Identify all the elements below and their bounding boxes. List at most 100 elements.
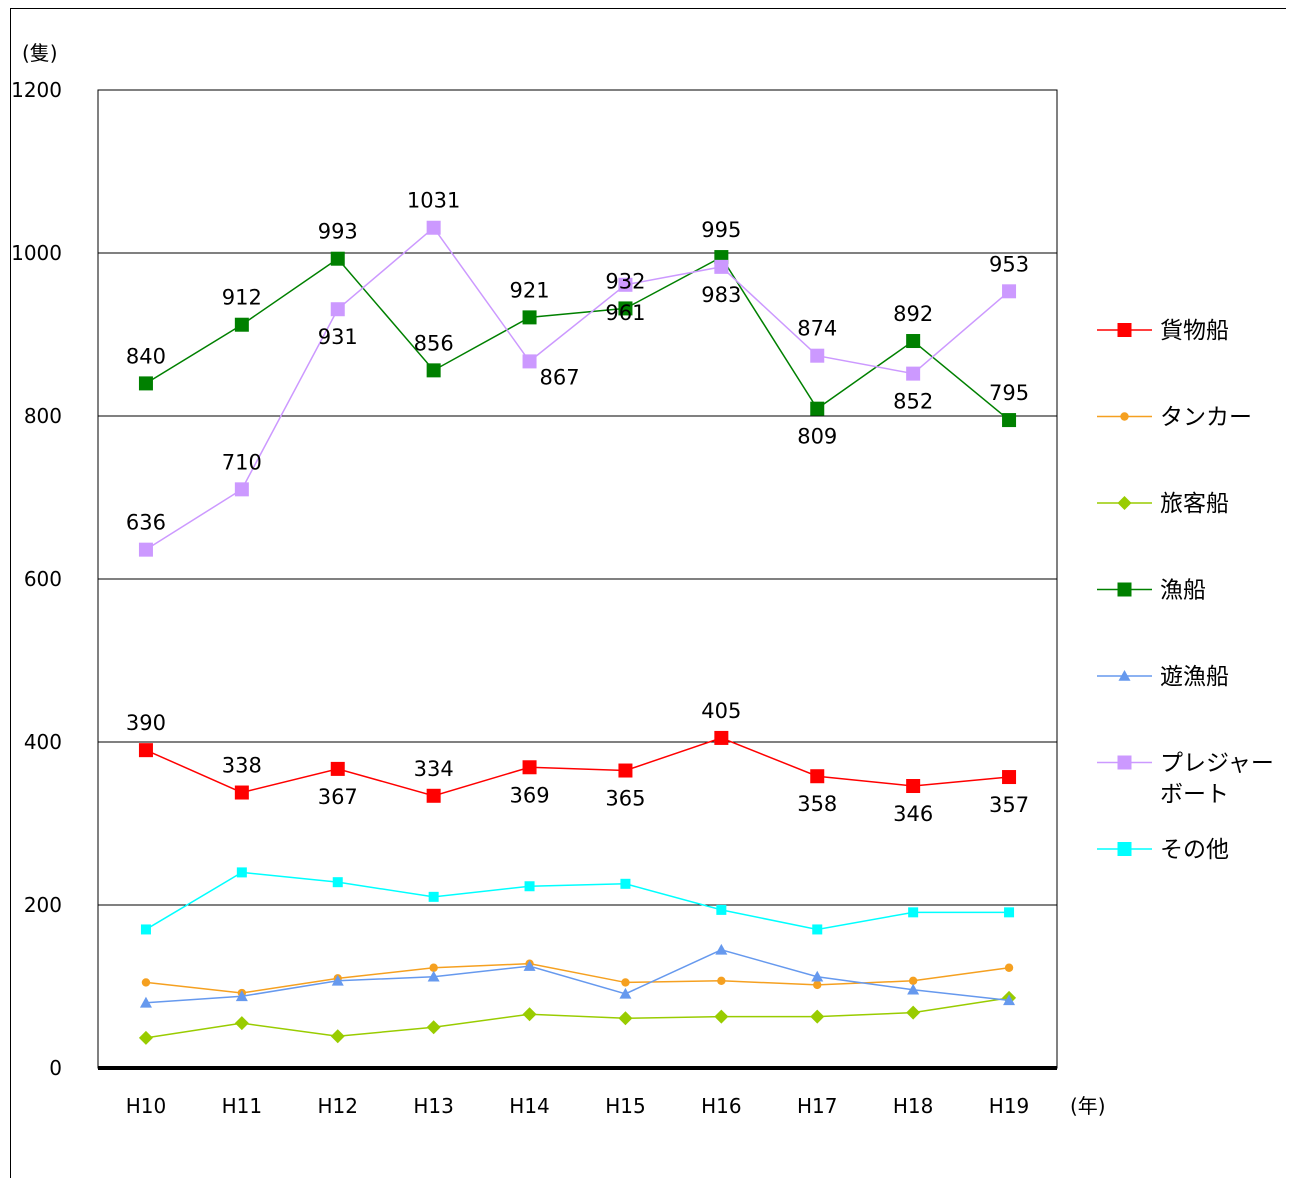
data-label: 932 [605, 269, 645, 293]
legend-marker [1120, 412, 1129, 421]
x-tick-label: H14 [509, 1094, 550, 1118]
legend-label: 貨物船 [1160, 318, 1229, 344]
series-line [145, 949, 1010, 1004]
data-label: 852 [893, 390, 933, 414]
data-label: 1031 [407, 189, 460, 213]
data-point [429, 963, 438, 972]
x-tick-label: H18 [893, 1094, 934, 1118]
data-point [427, 970, 440, 982]
data-point [330, 251, 345, 266]
data-point [234, 482, 249, 497]
data-label: 993 [318, 220, 358, 244]
data-point [908, 907, 919, 918]
y-axis-unit: (隻) [22, 41, 58, 65]
data-point [906, 1005, 921, 1020]
data-label: 856 [414, 331, 454, 355]
data-point [332, 877, 343, 888]
y-tick-labels: 0 200 400 600 800 1000 1200 [11, 78, 62, 1080]
legend-item: タンカー [1097, 405, 1252, 431]
series-4 [139, 943, 1016, 1008]
data-point [620, 878, 631, 889]
gridlines [98, 252, 1057, 906]
data-point [428, 891, 439, 902]
series-5 [138, 220, 1017, 557]
legend-item: 遊漁船 [1097, 664, 1229, 690]
legend-label: 遊漁船 [1160, 664, 1229, 690]
data-label: 334 [414, 757, 454, 781]
data-point [717, 976, 726, 985]
y-tick-label: 600 [24, 567, 62, 591]
y-tick-label: 0 [49, 1056, 62, 1080]
data-point [522, 1007, 537, 1022]
y-tick-label: 200 [24, 893, 62, 917]
data-point [330, 761, 345, 776]
legend-label: 漁船 [1160, 578, 1206, 604]
data-point [234, 1016, 249, 1031]
data-point [714, 1009, 729, 1024]
y-tick-label: 1200 [11, 78, 62, 102]
series-line [145, 226, 1010, 551]
data-point [1002, 770, 1017, 785]
data-label: 636 [126, 511, 166, 535]
x-tick-label: H12 [318, 1094, 359, 1118]
data-point [907, 983, 920, 995]
legend-label: その他 [1160, 837, 1229, 863]
data-point [1003, 994, 1016, 1006]
x-tick-label: H13 [413, 1094, 454, 1118]
data-point [618, 1011, 633, 1026]
x-tick-label: H16 [701, 1094, 742, 1118]
data-point [1004, 963, 1014, 972]
data-point [234, 317, 249, 332]
data-point [1002, 413, 1017, 428]
data-label: 405 [701, 699, 741, 723]
data-point [138, 743, 153, 758]
data-label: 983 [701, 283, 741, 307]
data-point [618, 277, 633, 292]
data-point [522, 354, 537, 369]
series-line [145, 737, 1010, 797]
data-label: 338 [222, 754, 262, 778]
legend-marker [1117, 842, 1132, 856]
data-point [619, 987, 632, 999]
data-label: 357 [989, 793, 1029, 817]
data-label: 346 [893, 802, 933, 826]
data-point [618, 301, 633, 316]
legend-item: 漁船 [1097, 578, 1206, 604]
series-line [145, 871, 1010, 931]
data-label: 369 [510, 783, 550, 807]
data-point [522, 310, 537, 325]
data-point [140, 924, 151, 935]
data-point [235, 990, 248, 1002]
data-label: 809 [797, 425, 837, 449]
data-label: 390 [126, 711, 166, 735]
data-point [621, 978, 630, 987]
data-label: 710 [222, 450, 262, 474]
data-label: 874 [797, 317, 837, 341]
x-axis-unit: (年) [1070, 1094, 1106, 1118]
data-point [1004, 907, 1015, 918]
data-point [810, 769, 825, 784]
data-point [331, 974, 344, 986]
data-point [138, 1030, 153, 1045]
data-point [714, 259, 729, 274]
data-label: 921 [510, 278, 550, 302]
y-tick-label: 1000 [11, 241, 62, 265]
data-point [523, 960, 536, 971]
data-point [906, 366, 921, 381]
legend-marker [1117, 755, 1132, 770]
legend-marker [1117, 496, 1132, 510]
series-0 [138, 730, 1017, 803]
data-label: 931 [318, 325, 358, 349]
chart-frame [10, 8, 1286, 1178]
data-point [812, 924, 823, 935]
data-point [810, 401, 825, 416]
data-point [906, 334, 921, 349]
x-tick-label: H15 [605, 1094, 646, 1118]
data-point [715, 943, 728, 955]
series-group [138, 220, 1017, 1045]
legend-marker [1117, 323, 1132, 337]
data-point [813, 980, 822, 990]
x-tick-label: H10 [126, 1094, 167, 1118]
